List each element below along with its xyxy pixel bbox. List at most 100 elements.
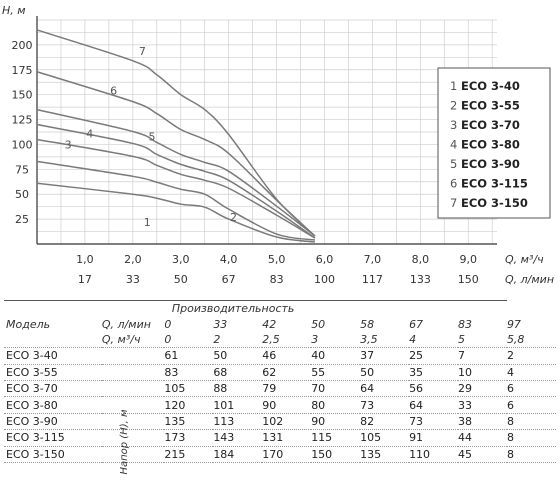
value-cell: 38 (458, 413, 507, 431)
table-row: ECO 3-55 83 68 62 55 50 35 10 4 (4, 364, 556, 381)
x-axis-label-l: Q, л/мин (505, 273, 554, 286)
head-label-spacer (101, 380, 165, 398)
x-tick-label-q: 8,0 (412, 253, 430, 266)
x-tick-label-l: 100 (314, 273, 335, 286)
table-row: ECO 3-70 105 88 79 70 64 56 29 6 (4, 380, 556, 398)
y-tick-label: 200 (12, 39, 33, 52)
value-cell: 83 (164, 364, 214, 381)
value-cell: 46 (262, 347, 312, 365)
model-cell: ECO 3-90 (4, 413, 102, 431)
header-q-lmin-value: 0 (164, 317, 172, 331)
curve-label-5: 5 (149, 130, 156, 143)
x-tick-label-l: 33 (126, 273, 140, 286)
value-cell: 45 (458, 446, 507, 463)
value-cell: 33 (458, 396, 507, 414)
series-line-4 (36, 123, 316, 239)
header-q-lmin-value: 42 (262, 317, 277, 331)
table-row: ECO 3-90 135 113 102 90 82 73 38 8 (4, 413, 556, 431)
header-q-m3h-value: 5,8 (506, 331, 556, 349)
curve-label-6: 6 (110, 85, 117, 98)
head-label-spacer (101, 396, 165, 414)
y-tick-label: 75 (15, 163, 29, 176)
value-cell: 143 (213, 429, 263, 447)
value-cell: 50 (213, 347, 263, 365)
value-cell: 105 (164, 380, 214, 398)
header-model: Модель (6, 317, 51, 331)
table-row: ECO 3-40 61 50 46 40 37 25 7 2 (4, 347, 556, 365)
y-tick-label: 125 (12, 114, 33, 127)
legend-entry: 1 ECO 3-40 (450, 79, 520, 93)
value-cell: 35 (409, 364, 458, 381)
y-tick-label: 150 (12, 89, 33, 102)
value-cell: 113 (213, 413, 263, 431)
value-cell: 170 (262, 446, 312, 463)
x-tick-label-q: 1,0 (76, 253, 94, 266)
value-cell: 120 (164, 396, 214, 414)
model-cell: ECO 3-80 (4, 396, 102, 414)
table-row: ECO 3-150 215 184 170 150 135 110 45 8 (4, 446, 556, 463)
value-cell: 62 (262, 364, 312, 381)
value-cell: 91 (409, 429, 458, 447)
value-cell: 64 (409, 396, 458, 414)
y-tick-label: 25 (15, 213, 29, 226)
value-cell: 110 (409, 446, 458, 463)
chart-legend: 1 ECO 3-40 2 ECO 3-55 3 ECO 3-70 4 ECO 3-80… (437, 67, 551, 219)
value-cell: 135 (164, 413, 214, 431)
x-tick-label-l: 83 (270, 273, 284, 286)
header-q-lmin-value: 67 (409, 317, 424, 331)
head-label-vertical: Напор (H), м (119, 409, 130, 475)
x-tick-label-q: 3,0 (172, 253, 190, 266)
x-axis-label-q: Q, м³/ч (505, 253, 544, 266)
legend-entry: 4 ECO 3-80 (450, 138, 520, 152)
x-tick-label-l: 117 (362, 273, 383, 286)
table-row: ECO 3-80 120 101 90 80 73 64 33 6 (4, 396, 556, 414)
model-cell: ECO 3-150 (4, 446, 102, 463)
model-cell: ECO 3-115 (4, 429, 102, 447)
performance-table: Производительность Модель Q, л/мин 0 33 42… (4, 300, 556, 463)
header-q-m3h-value: 2,5 (262, 331, 312, 349)
table-row: ECO 3-115 173 143 131 115 105 91 44 8 (4, 429, 556, 447)
value-cell: 82 (360, 413, 410, 431)
legend-box (437, 67, 551, 219)
header-perf: Производительность (101, 300, 507, 317)
x-tick-labels: 1,0 17 2,0 33 3,0 50 4,0 67 5,0 83 6,0 100 7,0 117 8,0… (76, 253, 479, 286)
header-q-lmin-value: 83 (458, 317, 472, 331)
curve-label-2: 2 (230, 211, 237, 224)
value-cell: 2 (506, 347, 556, 365)
curve-label-1: 1 (144, 216, 151, 229)
value-cell: 79 (262, 380, 312, 398)
value-cell: 173 (164, 429, 214, 447)
chart-curves (36, 29, 316, 243)
header-q-m3h-value: 3,5 (360, 331, 410, 349)
curve-label-4: 4 (86, 127, 93, 140)
value-cell: 29 (458, 380, 507, 398)
header-q-m3h-value: 3 (311, 331, 361, 349)
head-label-spacer (101, 364, 165, 381)
header-q-lmin-value: 50 (311, 317, 326, 331)
value-cell: 115 (311, 429, 361, 447)
header-q-lmin-value: 97 (506, 317, 521, 331)
table-header-m3h-row: Q, м³/ч 0 2 2,5 3 3,5 4 5 5,8 (4, 331, 556, 349)
series-line-2 (36, 160, 316, 241)
head-label-spacer (101, 446, 165, 463)
chart-grid (37, 19, 497, 244)
legend-entry: 6 ECO 3-115 (450, 177, 528, 191)
performance-table-container: Производительность Модель Q, л/мин 0 33 42… (0, 300, 560, 504)
value-cell: 55 (311, 364, 361, 381)
curve-number-labels: 1 2 3 4 5 6 7 (65, 45, 237, 229)
y-tick-label: 175 (12, 64, 33, 77)
value-cell: 8 (506, 446, 556, 463)
header-q-lmin-value: 58 (360, 317, 375, 331)
series-line-5 (36, 108, 316, 237)
table-header-perf-row: Производительность (4, 300, 556, 317)
series-line-3 (36, 138, 316, 239)
value-cell: 6 (506, 396, 556, 414)
header-q-lmin: Q, л/мин (101, 317, 151, 331)
value-cell: 102 (262, 413, 312, 431)
value-cell: 73 (409, 413, 458, 431)
value-cell: 8 (506, 413, 556, 431)
value-cell: 44 (458, 429, 507, 447)
x-tick-label-q: 4,0 (220, 253, 238, 266)
x-tick-label-q: 7,0 (364, 253, 382, 266)
header-q-m3h-value: 4 (409, 331, 458, 349)
